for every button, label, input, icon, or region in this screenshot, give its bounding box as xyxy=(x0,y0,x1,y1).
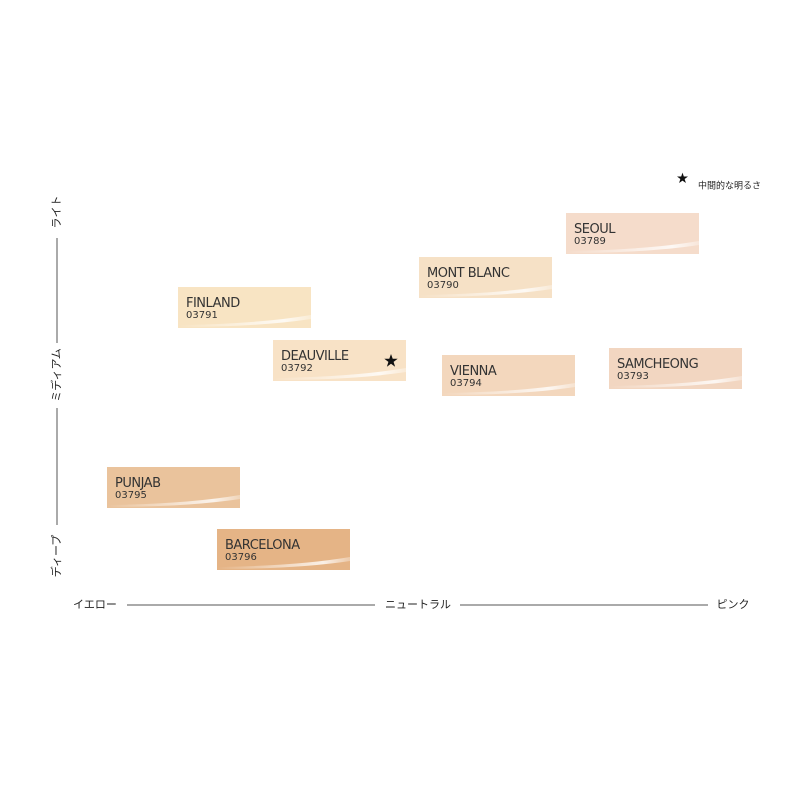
swatch-code: 03790 xyxy=(427,280,459,291)
swatch-name: FINLAND xyxy=(186,296,240,311)
swatch-shine xyxy=(609,376,742,388)
swatch-shine xyxy=(178,315,311,327)
x-axis-left: イエロー xyxy=(73,598,117,611)
x-axis-right: ピンク xyxy=(717,598,750,611)
swatch-code: 03796 xyxy=(225,552,257,563)
swatch-code: 03795 xyxy=(115,490,147,501)
swatch-shine xyxy=(419,285,552,297)
swatch-code: 03793 xyxy=(617,371,649,382)
swatch-code: 03791 xyxy=(186,310,218,321)
swatch-name: MONT BLANC xyxy=(427,266,510,281)
legend-star xyxy=(677,172,688,184)
y-axis-bottom: ディープ xyxy=(49,535,63,578)
swatch-name: PUNJAB xyxy=(115,476,161,491)
y-axis-middle: ミディアム xyxy=(49,348,63,401)
swatch-shine xyxy=(442,383,575,395)
swatch-name: SAMCHEONG xyxy=(617,357,698,372)
swatch-name: BARCELONA xyxy=(225,538,300,553)
legend-label: 中間的な明るさ xyxy=(698,180,761,192)
swatch-shine xyxy=(273,368,406,380)
swatch-shine xyxy=(566,241,699,253)
swatch-code: 03789 xyxy=(574,236,606,247)
swatch-name: SEOUL xyxy=(574,222,616,237)
swatch-code: 03792 xyxy=(281,363,313,374)
y-axis-top: ライト xyxy=(50,196,63,229)
swatch-shine xyxy=(107,495,240,507)
highlight-star xyxy=(384,354,398,367)
swatch-name: VIENNA xyxy=(450,364,497,379)
swatch-name: DEAUVILLE xyxy=(281,349,349,364)
swatch-shine xyxy=(217,557,350,569)
swatch-code: 03794 xyxy=(450,378,482,389)
x-axis-middle: ニュートラル xyxy=(385,598,451,611)
